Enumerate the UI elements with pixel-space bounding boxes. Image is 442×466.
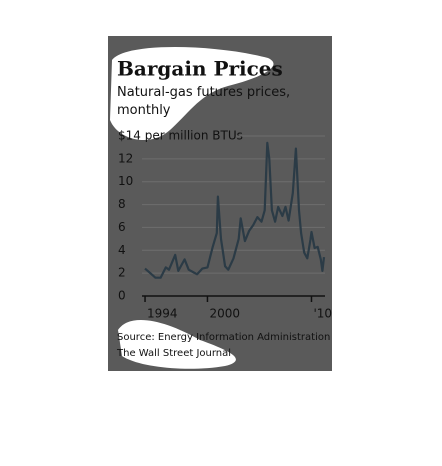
- chart-subtitle: Natural-gas futures prices, monthly: [117, 85, 291, 118]
- y-tick-label: 6: [118, 220, 126, 234]
- y-tick-label: $14 per million BTUs: [118, 129, 243, 143]
- y-tick-label: 2: [118, 266, 126, 280]
- source: Source: Energy Information Administratio…: [117, 332, 330, 343]
- credit: The Wall Street Journal: [116, 348, 231, 359]
- subtitle-box: Natural-gas futures prices, monthly: [117, 85, 291, 118]
- y-tick-label: 8: [118, 197, 126, 211]
- x-tick-label: 1994: [147, 307, 178, 321]
- y-tick-label: 10: [118, 174, 133, 188]
- x-tick-label: '10: [313, 307, 332, 321]
- highlight-blob: [118, 319, 236, 369]
- price-line: [144, 141, 326, 279]
- y-tick-label: 4: [118, 243, 126, 257]
- chart-title: Bargain Prices: [117, 57, 283, 81]
- x-tick-label: 2000: [209, 307, 240, 321]
- highlight-blob: [110, 47, 274, 141]
- y-tick-label: 0: [118, 289, 126, 303]
- y-tick-label: 12: [118, 151, 133, 165]
